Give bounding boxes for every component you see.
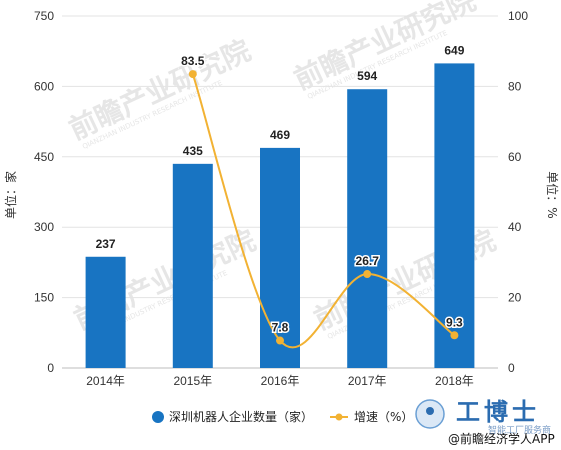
rate-point — [188, 70, 197, 79]
right-axis-ticks: 0 20 40 60 80 100 — [508, 9, 528, 375]
rate-data-label: 9.3 — [446, 315, 463, 329]
bar-data-label: 649 — [444, 43, 464, 57]
rate-point — [450, 331, 459, 340]
bar — [347, 89, 388, 368]
x-tick-label: 2014年 — [86, 374, 125, 388]
rate-point — [276, 336, 284, 345]
x-tick-label: 2018年 — [435, 374, 474, 388]
rate-data-label: 83.5 — [181, 54, 205, 68]
bar-data-label: 594 — [357, 69, 377, 83]
brand-logo-subtitle: 智能工厂服务商 — [488, 424, 551, 436]
left-axis-ticks: 0 150 300 450 600 750 — [34, 9, 54, 375]
legend-line-marker — [335, 413, 343, 421]
legend-bar-swatch — [152, 411, 164, 423]
robot-eye-icon — [426, 407, 434, 415]
rate-data-label: 26.7 — [356, 254, 380, 268]
bar — [434, 63, 475, 368]
bar-labels: 237 435 469 594 649 — [96, 43, 465, 250]
bars — [85, 63, 475, 368]
legend-bar-label: 深圳机器人企业数量（家） — [169, 409, 313, 424]
brand-logo: 工博士 智能工厂服务商 — [415, 397, 551, 436]
x-tick-label: 2016年 — [261, 374, 300, 388]
bar — [260, 147, 300, 368]
x-tick-label: 2015年 — [173, 374, 212, 388]
left-tick-label: 450 — [34, 150, 54, 164]
rate-data-label: 7.8 — [272, 321, 289, 335]
right-tick-label: 20 — [508, 291, 522, 305]
bar — [85, 256, 126, 368]
left-tick-label: 150 — [34, 291, 54, 305]
rate-line: 83.5 7.8 26.7 9.3 — [180, 53, 465, 349]
right-tick-label: 80 — [508, 79, 522, 93]
rate-point — [363, 270, 372, 279]
left-tick-label: 750 — [34, 9, 54, 23]
legend-line-label: 增速（%） — [354, 410, 413, 424]
legend: 深圳机器人企业数量（家） 增速（%） — [152, 409, 413, 424]
right-tick-label: 100 — [508, 9, 528, 23]
bar — [172, 163, 213, 368]
bar-data-label: 469 — [270, 128, 290, 142]
watermark-text: 前瞻产业研究院 — [64, 34, 256, 147]
left-tick-label: 600 — [34, 79, 54, 93]
right-tick-label: 40 — [508, 220, 522, 234]
left-tick-label: 300 — [34, 220, 54, 234]
x-tick-label: 2017年 — [348, 374, 387, 388]
right-axis-title: 单位：% — [545, 171, 560, 218]
brand-logo-text: 工博士 — [456, 397, 540, 426]
left-axis-title: 单位：家 — [3, 171, 18, 219]
right-tick-label: 60 — [508, 150, 522, 164]
right-tick-label: 0 — [508, 361, 515, 375]
source-credit: @前瞻经济学人APP — [448, 431, 555, 446]
bar-data-label: 435 — [183, 144, 203, 158]
rate-line-path — [191, 73, 455, 349]
x-axis-ticks: 2014年 2015年 2016年 2017年 2018年 — [86, 374, 474, 388]
bar-data-label: 237 — [96, 237, 116, 251]
left-tick-label: 0 — [47, 361, 54, 375]
